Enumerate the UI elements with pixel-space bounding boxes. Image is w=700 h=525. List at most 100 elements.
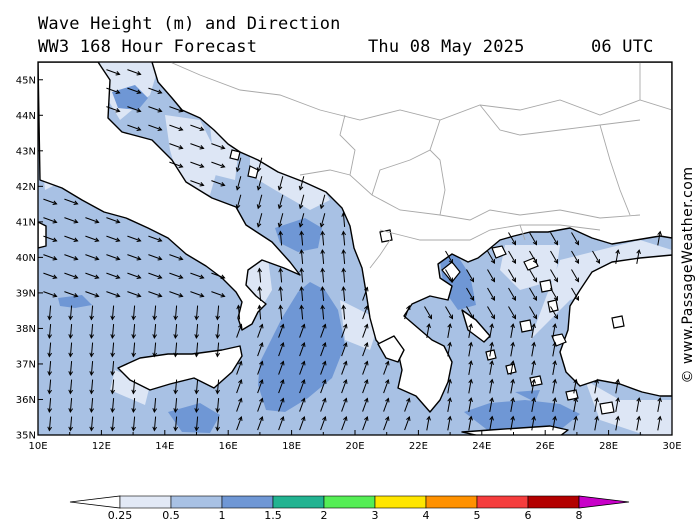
lon-tick-label: 20E	[345, 441, 364, 452]
wave-arrow	[211, 161, 226, 168]
wave-arrow	[445, 269, 454, 283]
wave-arrow	[211, 272, 226, 279]
lat-tick-label: 40N	[16, 253, 36, 264]
forecast-time: 06 UTC	[591, 37, 654, 57]
wave-arrow	[68, 342, 74, 358]
wave-arrow	[510, 378, 515, 394]
wave-arrow	[383, 397, 390, 412]
wave-arrow	[277, 213, 284, 228]
wave-arrow	[299, 304, 305, 320]
wave-arrow	[615, 397, 620, 412]
wave-arrow	[89, 379, 95, 395]
wave-arrow	[508, 250, 517, 264]
wave-arrow	[278, 397, 285, 412]
wave-arrow	[256, 176, 263, 191]
wave-arrow	[257, 378, 264, 394]
wave-arrow	[173, 342, 179, 358]
wave-arrow	[85, 235, 100, 242]
lat-tick-label: 41N	[16, 217, 36, 228]
wave-arrow	[320, 341, 327, 357]
wave-arrow	[278, 267, 284, 283]
wave-arrow	[148, 87, 163, 94]
wave-arrow	[447, 378, 452, 394]
wave-arrow	[89, 323, 95, 340]
wave-arrow	[278, 360, 285, 375]
wave-arrow	[148, 254, 163, 261]
wave-arrow	[615, 378, 620, 394]
wave-arrow	[47, 360, 53, 377]
wave-arrow	[110, 342, 116, 358]
wave-arrow	[43, 272, 58, 279]
wave-arrow	[110, 379, 116, 395]
wave-arrow	[299, 323, 306, 338]
lat-tick-label: 35N	[16, 431, 36, 442]
wave-arrow	[341, 285, 347, 302]
wave-arrow	[447, 415, 452, 431]
wave-arrow	[236, 378, 243, 394]
wave-arrow	[169, 272, 184, 279]
wave-arrow	[594, 378, 599, 394]
wave-arrow	[110, 416, 116, 432]
legend-swatch	[374, 495, 427, 509]
wave-arrow	[131, 416, 137, 432]
wave-arrow	[571, 269, 580, 283]
legend-label: 0.5	[162, 509, 180, 522]
wave-arrow	[148, 124, 163, 131]
wave-arrow	[571, 232, 580, 246]
wave-arrow	[529, 269, 538, 283]
wave-arrow	[320, 378, 327, 394]
lon-tick-label: 28E	[599, 441, 618, 452]
wave-arrow	[47, 416, 53, 432]
wave-arrow	[552, 341, 557, 357]
wave-arrow	[215, 416, 221, 432]
wave-arrow	[89, 305, 95, 321]
wave-arrow	[531, 323, 536, 338]
wave-arrow	[508, 232, 517, 246]
wave-arrow	[320, 415, 327, 431]
wave-arrow	[489, 378, 494, 394]
wave-arrow	[508, 269, 517, 283]
wave-arrow	[320, 323, 327, 338]
wave-arrow	[190, 272, 205, 279]
wave-arrow	[215, 397, 221, 414]
wave-arrow	[531, 360, 536, 375]
wave-arrow	[447, 323, 452, 338]
wave-arrow	[299, 230, 305, 246]
wave-arrow	[257, 323, 264, 338]
wave-arrow	[468, 378, 473, 394]
italy-landmass	[38, 62, 301, 331]
wave-arrow	[236, 360, 243, 375]
wave-arrow	[106, 235, 121, 242]
wave-arrow	[194, 416, 200, 432]
lon-tick-label: 24E	[472, 441, 491, 452]
wave-arrow	[236, 415, 243, 431]
wave-arrow	[236, 304, 242, 320]
wave-arrow	[466, 269, 475, 283]
wave-arrow	[43, 254, 58, 261]
wave-arrow	[362, 341, 369, 357]
wave-arrow	[550, 287, 559, 301]
wave-arrow	[236, 397, 243, 412]
legend-swatch	[221, 495, 274, 509]
wave-arrow	[190, 180, 205, 187]
legend-label: 6	[525, 509, 532, 522]
wave-arrow	[341, 415, 348, 431]
wave-arrow	[47, 305, 53, 321]
wave-arrow	[131, 323, 137, 340]
wave-arrow	[552, 378, 557, 394]
legend-label: 3	[372, 509, 379, 522]
wave-arrow	[110, 305, 116, 321]
wave-arrow	[510, 323, 515, 338]
wave-arrow	[489, 341, 494, 357]
wave-arrow	[362, 323, 369, 338]
legend-swatch	[425, 495, 478, 509]
wave-arrow	[215, 379, 221, 395]
wave-arrow	[173, 323, 179, 340]
wave-arrow	[256, 213, 263, 228]
wave-arrow	[445, 250, 454, 264]
legend-label: 2	[321, 509, 328, 522]
wave-arrow	[552, 323, 557, 338]
wave-arrow	[550, 232, 559, 246]
wave-arrow	[531, 341, 536, 357]
